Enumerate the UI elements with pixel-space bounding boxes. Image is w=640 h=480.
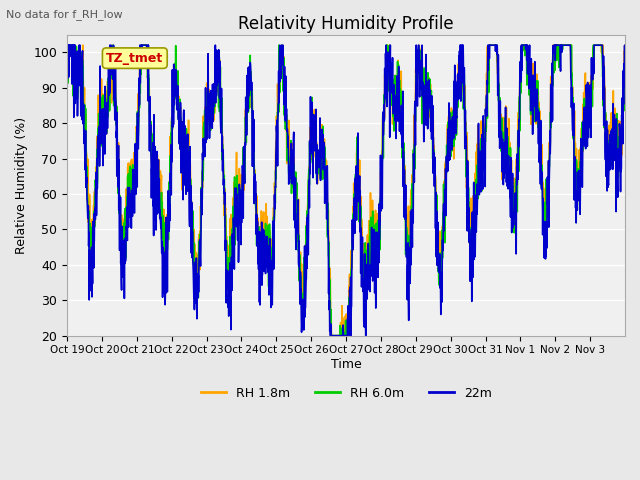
RH 6.0m — [65, 42, 72, 48]
22m — [605, 159, 613, 165]
RH 1.8m — [503, 133, 511, 139]
X-axis label: Time: Time — [331, 358, 362, 371]
Text: No data for f_RH_low: No data for f_RH_low — [6, 9, 123, 20]
RH 6.0m — [328, 333, 335, 338]
RH 1.8m — [328, 333, 335, 338]
RH 1.8m — [605, 122, 612, 128]
RH 6.0m — [621, 67, 629, 73]
RH 6.0m — [63, 50, 71, 56]
RH 6.0m — [605, 167, 613, 172]
22m — [320, 144, 328, 149]
RH 1.8m — [320, 138, 328, 144]
22m — [621, 54, 629, 60]
Title: Relativity Humidity Profile: Relativity Humidity Profile — [238, 15, 454, 33]
RH 1.8m — [621, 42, 629, 48]
RH 6.0m — [605, 137, 613, 143]
RH 1.8m — [92, 190, 99, 196]
RH 1.8m — [605, 137, 613, 143]
Line: 22m: 22m — [67, 45, 625, 336]
22m — [63, 94, 71, 99]
Y-axis label: Relative Humidity (%): Relative Humidity (%) — [15, 117, 28, 253]
22m — [503, 125, 511, 131]
RH 6.0m — [335, 333, 343, 338]
RH 1.8m — [335, 333, 342, 338]
RH 6.0m — [503, 142, 511, 148]
22m — [63, 42, 71, 48]
22m — [326, 333, 334, 338]
Legend: RH 1.8m, RH 6.0m, 22m: RH 1.8m, RH 6.0m, 22m — [195, 382, 497, 405]
RH 1.8m — [63, 42, 71, 48]
Line: RH 1.8m: RH 1.8m — [67, 45, 625, 336]
22m — [92, 201, 100, 207]
Text: TZ_tmet: TZ_tmet — [106, 52, 163, 65]
22m — [335, 333, 343, 338]
RH 6.0m — [92, 186, 100, 192]
RH 6.0m — [320, 146, 328, 152]
Line: RH 6.0m: RH 6.0m — [67, 45, 625, 336]
22m — [605, 149, 613, 155]
